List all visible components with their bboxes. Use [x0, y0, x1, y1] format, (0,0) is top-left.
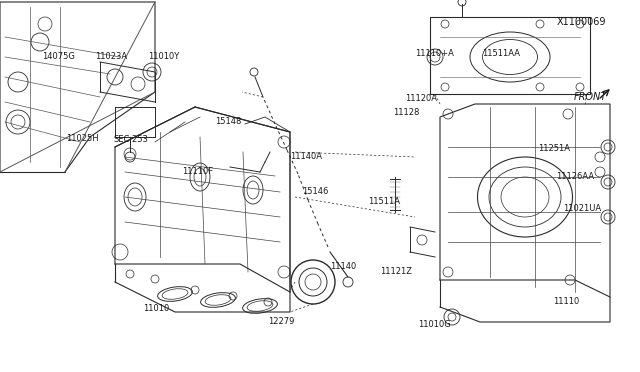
Text: 11110+A: 11110+A [415, 49, 454, 58]
Text: X1100069: X1100069 [557, 17, 607, 27]
Text: 11010: 11010 [143, 304, 169, 313]
Text: 11023A: 11023A [95, 52, 127, 61]
Text: 11110F: 11110F [182, 167, 213, 176]
Text: SEC.253: SEC.253 [113, 135, 148, 144]
Text: 11010G: 11010G [418, 320, 451, 329]
Text: 15148: 15148 [215, 117, 241, 126]
Text: 12279: 12279 [268, 317, 294, 326]
Text: 11025H: 11025H [66, 134, 99, 143]
Text: 11128: 11128 [393, 108, 419, 117]
Text: 11021UA: 11021UA [563, 204, 601, 213]
Text: 11120A: 11120A [405, 94, 437, 103]
Text: FRONT: FRONT [574, 92, 607, 102]
Text: 11511AA: 11511AA [482, 49, 520, 58]
Text: 15146: 15146 [302, 187, 328, 196]
Text: 11511A: 11511A [368, 197, 400, 206]
Text: 11126AA: 11126AA [556, 172, 594, 181]
Text: 14075G: 14075G [42, 52, 75, 61]
Text: 11110: 11110 [553, 297, 579, 306]
Text: 11251A: 11251A [538, 144, 570, 153]
Text: 11140: 11140 [330, 262, 356, 271]
Text: 11121Z: 11121Z [380, 267, 412, 276]
Text: 11140A: 11140A [290, 152, 322, 161]
Text: 11010Y: 11010Y [148, 52, 179, 61]
